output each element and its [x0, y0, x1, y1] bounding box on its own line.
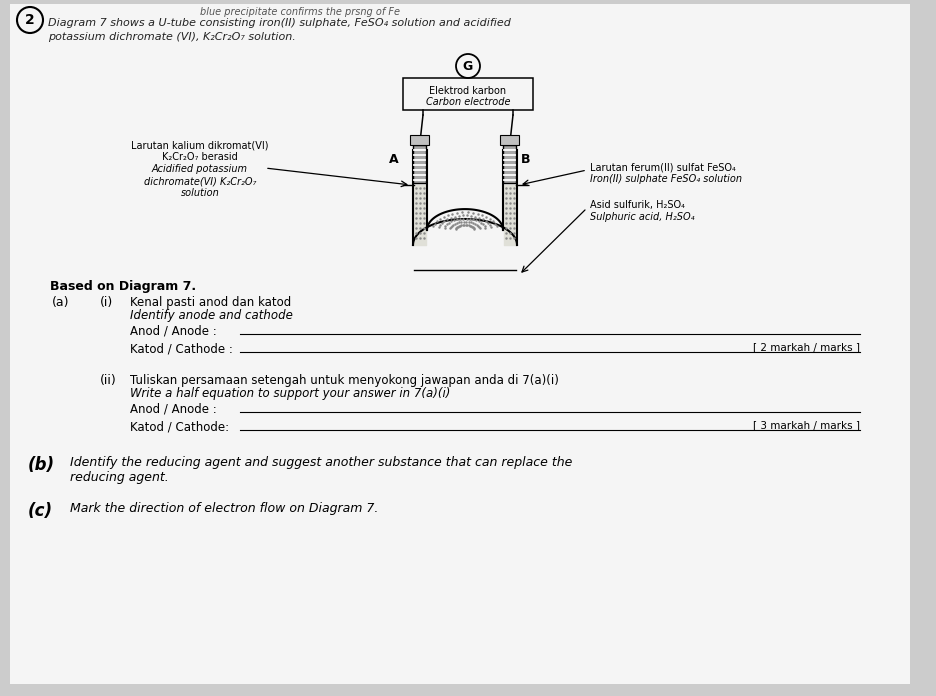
- Text: Katod / Cathode:: Katod / Cathode:: [130, 420, 229, 433]
- Text: Katod / Cathode :: Katod / Cathode :: [130, 342, 233, 355]
- Text: [ 2 markah / marks ]: [ 2 markah / marks ]: [753, 342, 859, 352]
- Text: potassium dichromate (VI), K₂Cr₂O₇ solution.: potassium dichromate (VI), K₂Cr₂O₇ solut…: [48, 32, 296, 42]
- Text: (i): (i): [100, 296, 113, 309]
- Text: (a): (a): [51, 296, 69, 309]
- Text: A: A: [389, 153, 399, 166]
- Text: blue precipitate confirms the prsng of Fe: blue precipitate confirms the prsng of F…: [199, 7, 400, 17]
- Text: [ 3 markah / marks ]: [ 3 markah / marks ]: [753, 420, 859, 430]
- FancyBboxPatch shape: [500, 135, 519, 145]
- Text: B: B: [520, 153, 530, 166]
- Text: (b): (b): [28, 456, 55, 474]
- Text: Anod / Anode :: Anod / Anode :: [130, 324, 216, 337]
- Text: Identify anode and cathode: Identify anode and cathode: [130, 309, 293, 322]
- Text: Elektrod karbon: Elektrod karbon: [429, 86, 506, 96]
- Text: Sulphuric acid, H₂SO₄: Sulphuric acid, H₂SO₄: [590, 212, 694, 222]
- Text: Based on Diagram 7.: Based on Diagram 7.: [50, 280, 196, 293]
- Text: Larutan ferum(II) sulfat FeSO₄: Larutan ferum(II) sulfat FeSO₄: [590, 162, 735, 172]
- Text: Larutan kalium dikromat(VI): Larutan kalium dikromat(VI): [131, 140, 269, 150]
- Text: Acidified potassium: Acidified potassium: [152, 164, 248, 174]
- Text: dichromate(VI) K₂Cr₂O₇: dichromate(VI) K₂Cr₂O₇: [143, 176, 256, 186]
- Text: Tuliskan persamaan setengah untuk menyokong jawapan anda di 7(a)(i): Tuliskan persamaan setengah untuk menyok…: [130, 374, 558, 387]
- Text: Anod / Anode :: Anod / Anode :: [130, 402, 216, 415]
- FancyBboxPatch shape: [413, 145, 426, 183]
- Text: (ii): (ii): [100, 374, 117, 387]
- Text: solution: solution: [181, 188, 219, 198]
- Text: Asid sulfurik, H₂SO₄: Asid sulfurik, H₂SO₄: [590, 200, 684, 210]
- Text: Carbon electrode: Carbon electrode: [425, 97, 510, 107]
- Text: Mark the direction of electron flow on Diagram 7.: Mark the direction of electron flow on D…: [70, 502, 378, 515]
- Text: Kenal pasti anod dan katod: Kenal pasti anod dan katod: [130, 296, 291, 309]
- FancyBboxPatch shape: [410, 135, 429, 145]
- Text: Identify the reducing agent and suggest another substance that can replace the: Identify the reducing agent and suggest …: [70, 456, 572, 469]
- Text: reducing agent.: reducing agent.: [70, 471, 168, 484]
- Text: G: G: [462, 59, 473, 72]
- Text: (c): (c): [28, 502, 53, 520]
- FancyBboxPatch shape: [402, 78, 533, 110]
- Text: Iron(II) sulphate FeSO₄ solution: Iron(II) sulphate FeSO₄ solution: [590, 174, 741, 184]
- Text: Diagram 7 shows a U-tube consisting iron(II) sulphate, FeSO₄ solution and acidif: Diagram 7 shows a U-tube consisting iron…: [48, 18, 510, 28]
- Text: K₂Cr₂O₇ berasid: K₂Cr₂O₇ berasid: [162, 152, 238, 162]
- Text: 2: 2: [25, 13, 35, 27]
- FancyBboxPatch shape: [503, 145, 516, 183]
- Text: Write a half equation to support your answer in 7(a)(i): Write a half equation to support your an…: [130, 387, 450, 400]
- FancyBboxPatch shape: [10, 4, 909, 684]
